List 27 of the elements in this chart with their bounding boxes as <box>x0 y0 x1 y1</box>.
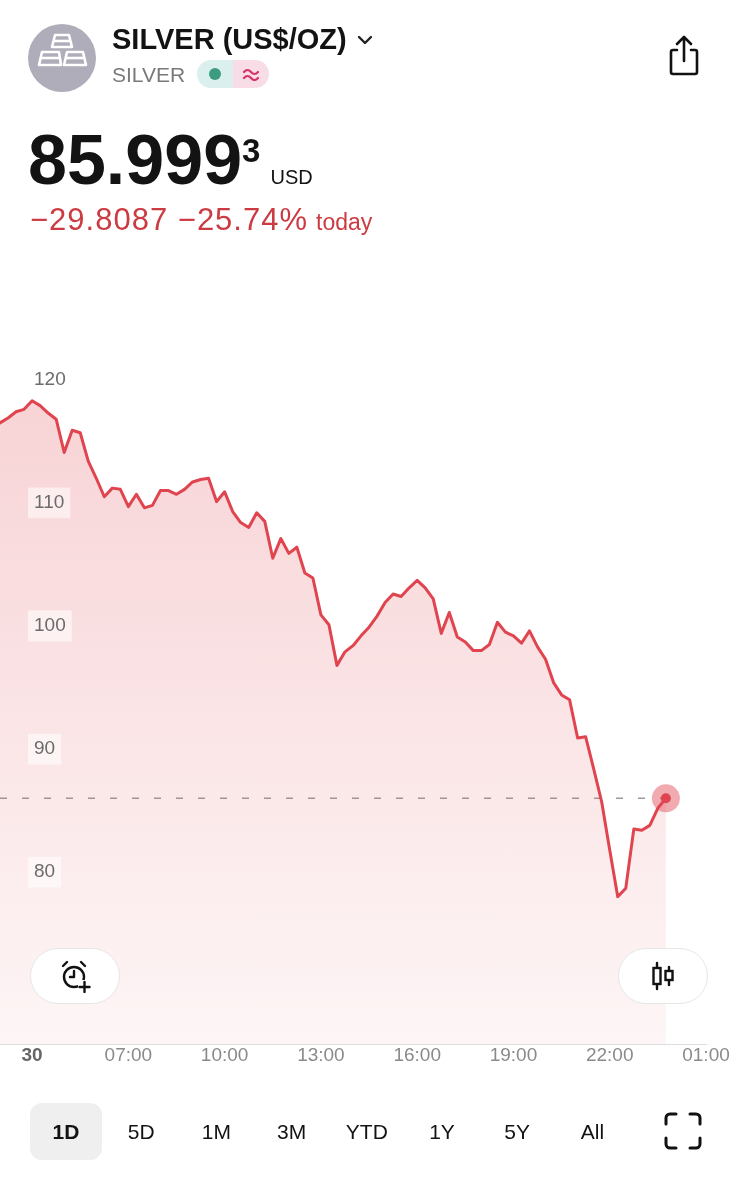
text: 3M <box>277 1120 307 1143</box>
y-tick-label: 120 <box>34 368 66 390</box>
x-tick-label: 30 <box>21 1044 43 1066</box>
x-tick-label: 16:00 <box>393 1044 441 1066</box>
text: today <box>316 209 373 235</box>
text: 5Y <box>504 1120 531 1143</box>
x-tick-label: 07:00 <box>104 1044 153 1066</box>
text: −29.8087 −25.74% <box>30 202 309 237</box>
chart-subtitle: SILVER <box>112 62 186 86</box>
x-tick-label: 22:00 <box>585 1044 634 1066</box>
text: 1M <box>201 1120 231 1143</box>
text: All <box>580 1120 605 1143</box>
text: 1Y <box>429 1120 455 1143</box>
x-tick-label: 01:00 <box>682 1044 730 1066</box>
selected-tab: 1D <box>30 1103 102 1160</box>
y-tick-label: 90 <box>34 737 56 759</box>
text: USD <box>270 166 313 188</box>
y-tick-label: 110 <box>34 491 65 513</box>
chart-title: SILVER (US$/OZ) <box>112 23 347 55</box>
text: YTD <box>345 1120 388 1143</box>
text: 5D <box>127 1120 155 1143</box>
x-tick-label: 19:00 <box>489 1044 538 1066</box>
x-tick-label: 10:00 <box>200 1044 249 1066</box>
x-tick-label: 13:00 <box>297 1044 345 1066</box>
y-tick-label: 80 <box>34 860 56 882</box>
y-tick-label: 100 <box>34 614 66 636</box>
text: 85.999$^{3}$ <box>28 121 261 199</box>
